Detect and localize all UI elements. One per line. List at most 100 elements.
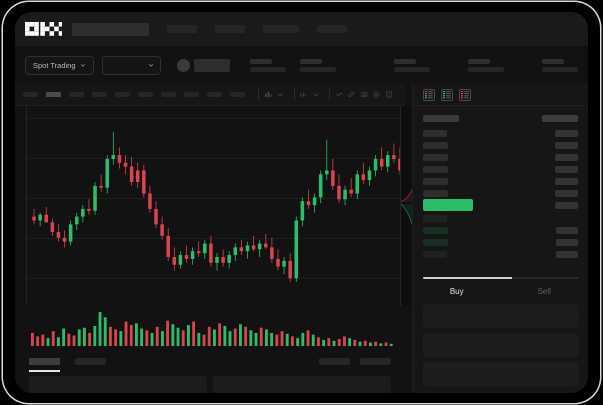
orderbook-row[interactable] [423, 224, 578, 236]
timeframe-button-1[interactable] [23, 92, 38, 97]
gridline [27, 238, 401, 239]
app-screen: Spot Trading [15, 12, 588, 393]
orderbook-row[interactable] [423, 248, 578, 260]
orderbook-progress-divider [423, 277, 578, 279]
timeframe-button-4[interactable] [92, 92, 107, 97]
nav-item-2[interactable] [215, 25, 245, 33]
orderbook-row[interactable] [423, 112, 578, 125]
pair-select-dropdown[interactable] [101, 55, 162, 75]
camera-icon[interactable] [360, 89, 368, 100]
market-stat-1 [250, 58, 286, 72]
bottom-tab-4[interactable] [360, 357, 391, 365]
bottom-tab-3[interactable] [319, 357, 350, 365]
buy-sell-tabs: Buy Sell [413, 280, 588, 302]
gridline [27, 278, 401, 279]
line-wave-icon[interactable] [335, 89, 343, 100]
orderbook-price-cell [423, 153, 448, 161]
coin-avatar-icon [177, 58, 191, 72]
toolbar-divider [258, 89, 259, 100]
timeframe-button-2[interactable] [46, 92, 61, 97]
stat-value [250, 66, 286, 72]
order-amount-field[interactable] [423, 333, 578, 357]
order-total-field[interactable] [423, 362, 578, 386]
orderbook-divider-rest [512, 277, 578, 279]
orderbook-row[interactable] [423, 127, 578, 139]
orderbook-row[interactable] [423, 163, 578, 175]
orderbook-price-cell [423, 250, 447, 258]
top-navigation-bar [15, 12, 588, 46]
orderbook-size-cell [556, 226, 578, 234]
orderbook-row[interactable] [423, 139, 578, 151]
order-price-field[interactable] [423, 304, 578, 328]
timeframe-button-8[interactable] [184, 92, 199, 97]
nav-item-1[interactable] [167, 25, 197, 33]
stat-label [468, 58, 490, 64]
market-type-dropdown[interactable]: Spot Trading [25, 55, 94, 75]
timeframe-button-9[interactable] [207, 92, 222, 97]
stat-value [300, 66, 336, 72]
orderbook-view-asks-icon[interactable] [459, 88, 471, 101]
stat-value [468, 66, 504, 72]
orderbook-size-cell [555, 129, 578, 137]
market-stat-5 [542, 58, 578, 72]
orderbook-size-cell [556, 238, 578, 246]
volume-chart [15, 306, 405, 350]
timeframe-button-7[interactable] [161, 92, 176, 97]
orderbook-price-cell [423, 177, 448, 185]
orderbook-view-bids-icon[interactable] [441, 88, 453, 101]
settings-gear-icon[interactable] [372, 89, 380, 100]
chevron-down-icon[interactable] [312, 89, 320, 100]
tab-sell[interactable]: Sell [537, 286, 551, 296]
bottom-tab-bar [15, 350, 405, 372]
orderbook-size-cell [555, 165, 578, 173]
orderbook-row[interactable] [423, 212, 578, 224]
chevron-down-icon [80, 64, 85, 67]
device-frame: Spot Trading [3, 2, 600, 403]
candles-layer [32, 132, 402, 282]
orderbook-size-cell [555, 177, 578, 185]
search-input[interactable] [72, 22, 149, 36]
fullscreen-icon[interactable] [385, 89, 393, 100]
orderbook-trade-panel: Buy Sell [412, 84, 588, 393]
gridline [27, 198, 401, 199]
orderbook-price-cell [423, 141, 448, 149]
ruler-icon[interactable] [347, 89, 355, 100]
orderbook-row[interactable] [423, 187, 578, 199]
indicators-icon[interactable] [299, 89, 307, 100]
chevron-down-icon[interactable] [276, 89, 284, 100]
bottom-tab-2[interactable] [75, 357, 106, 365]
orderbook-size-cell [542, 115, 578, 122]
chart-type-icon[interactable] [264, 89, 272, 100]
orderbook-row[interactable] [423, 236, 578, 248]
stat-label [394, 58, 416, 64]
tab-buy[interactable]: Buy [449, 286, 464, 296]
timeframe-button-6[interactable] [138, 92, 153, 97]
chart-y-axis [26, 106, 27, 306]
order-form [423, 304, 578, 393]
candlestick-chart[interactable] [15, 106, 405, 306]
orderbook-size-cell [555, 141, 578, 149]
timeframe-button-5[interactable] [115, 92, 130, 97]
orderbook-price-cell [423, 165, 448, 173]
stat-value [394, 66, 430, 72]
orderbook-price-cell [423, 238, 448, 246]
okx-logo[interactable] [25, 22, 62, 36]
chart-toolbar [15, 84, 405, 106]
volume-bars [31, 312, 393, 346]
nav-item-4[interactable] [317, 25, 347, 33]
timeframe-button-3[interactable] [69, 92, 84, 97]
timeframe-button-10[interactable] [230, 92, 245, 97]
orderbook[interactable] [413, 106, 588, 276]
orderbook-view-both-icon[interactable] [423, 88, 435, 101]
market-subheader: Spot Trading [15, 46, 588, 84]
bottom-tab-1[interactable] [29, 357, 60, 372]
market-type-label: Spot Trading [33, 60, 76, 70]
orderbook-price-cell [423, 189, 448, 197]
orderbook-row[interactable] [423, 151, 578, 163]
nav-item-3[interactable] [263, 25, 299, 33]
orderbook-size-cell [555, 189, 578, 197]
orderbook-row[interactable] [423, 175, 578, 187]
orderbook-last-price-row[interactable] [423, 199, 578, 211]
bottom-panels [15, 376, 405, 393]
last-price-highlight [423, 199, 473, 211]
